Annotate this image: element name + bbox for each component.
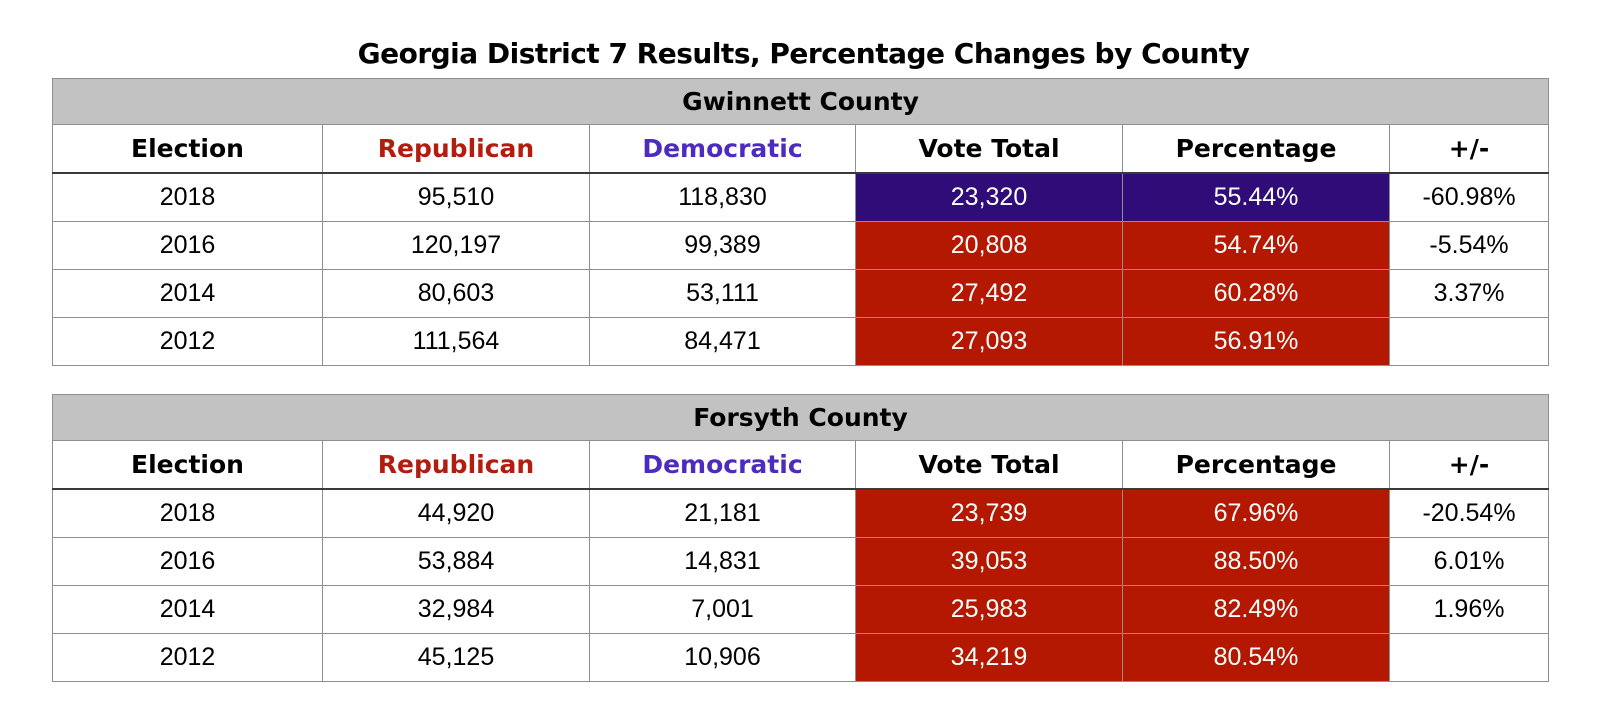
cell-democratic: 7,001 [589, 585, 856, 634]
cell-democratic: 53,111 [589, 269, 856, 318]
cell-republican: 120,197 [322, 221, 590, 270]
column-header-democratic: Democratic [589, 440, 856, 490]
column-header-change: +/- [1388, 440, 1550, 490]
table-row: 2016 53,884 14,831 39,053 88.50% 6.01% [52, 537, 1550, 586]
cell-vote-total: 23,739 [855, 488, 1123, 538]
column-header-percentage: Percentage [1122, 440, 1390, 490]
cell-vote-total: 27,093 [855, 317, 1123, 366]
cell-election: 2016 [52, 221, 323, 270]
cell-percentage: 55.44% [1122, 172, 1390, 222]
column-header-republican: Republican [322, 124, 590, 174]
column-header-republican: Republican [322, 440, 590, 490]
cell-vote-total: 20,808 [855, 221, 1123, 270]
cell-republican: 80,603 [322, 269, 590, 318]
cell-democratic: 14,831 [589, 537, 856, 586]
cell-percentage: 56.91% [1122, 317, 1390, 366]
table-row: 2018 95,510 118,830 23,320 55.44% -60.98… [52, 172, 1550, 222]
cell-democratic: 21,181 [589, 488, 856, 538]
cell-change: 3.37% [1388, 269, 1550, 318]
page-title: Georgia District 7 Results, Percentage C… [357, 37, 1250, 70]
column-header-row: Election Republican Democratic Vote Tota… [52, 124, 1550, 174]
county-band-row: Gwinnett County [51, 78, 1550, 125]
cell-election: 2012 [52, 633, 323, 682]
county-band-row: Forsyth County [51, 394, 1550, 441]
cell-vote-total: 27,492 [855, 269, 1123, 318]
cell-percentage: 54.74% [1122, 221, 1390, 270]
cell-election: 2014 [52, 269, 323, 318]
column-header-vote-total: Vote Total [855, 124, 1123, 174]
table-row: 2014 32,984 7,001 25,983 82.49% 1.96% [52, 585, 1550, 634]
column-header-election: Election [52, 124, 323, 174]
cell-democratic: 10,906 [589, 633, 856, 682]
table-row: 2012 111,564 84,471 27,093 56.91% [52, 317, 1550, 366]
cell-change: 6.01% [1388, 537, 1550, 586]
column-header-democratic: Democratic [589, 124, 856, 174]
cell-republican: 32,984 [322, 585, 590, 634]
cell-vote-total: 23,320 [855, 172, 1123, 222]
column-header-percentage: Percentage [1122, 124, 1390, 174]
cell-republican: 44,920 [322, 488, 590, 538]
column-header-election: Election [52, 440, 323, 490]
cell-percentage: 88.50% [1122, 537, 1390, 586]
county-title: Forsyth County [51, 394, 1550, 441]
cell-change: 1.96% [1388, 585, 1550, 634]
cell-republican: 45,125 [322, 633, 590, 682]
table-row: 2012 45,125 10,906 34,219 80.54% [52, 633, 1550, 682]
cell-election: 2018 [52, 172, 323, 222]
cell-change: -5.54% [1388, 221, 1550, 270]
cell-vote-total: 34,219 [855, 633, 1123, 682]
cell-percentage: 67.96% [1122, 488, 1390, 538]
cell-percentage: 60.28% [1122, 269, 1390, 318]
cell-change [1388, 633, 1550, 682]
cell-republican: 111,564 [322, 317, 590, 366]
column-header-change: +/- [1388, 124, 1550, 174]
gwinnett-county-table: Gwinnett County Election Republican Demo… [51, 78, 1550, 366]
forsyth-county-table: Forsyth County Election Republican Democ… [51, 394, 1550, 682]
table-row: 2014 80,603 53,111 27,492 60.28% 3.37% [52, 269, 1550, 318]
cell-republican: 95,510 [322, 172, 590, 222]
cell-democratic: 84,471 [589, 317, 856, 366]
cell-vote-total: 39,053 [855, 537, 1123, 586]
cell-change: -60.98% [1388, 172, 1550, 222]
county-title: Gwinnett County [51, 78, 1550, 125]
cell-election: 2012 [52, 317, 323, 366]
cell-election: 2016 [52, 537, 323, 586]
cell-percentage: 82.49% [1122, 585, 1390, 634]
cell-election: 2014 [52, 585, 323, 634]
table-row: 2016 120,197 99,389 20,808 54.74% -5.54% [52, 221, 1550, 270]
cell-democratic: 99,389 [589, 221, 856, 270]
cell-republican: 53,884 [322, 537, 590, 586]
cell-change [1388, 317, 1550, 366]
column-header-row: Election Republican Democratic Vote Tota… [52, 440, 1550, 490]
cell-change: -20.54% [1388, 488, 1550, 538]
cell-election: 2018 [52, 488, 323, 538]
table-row: 2018 44,920 21,181 23,739 67.96% -20.54% [52, 488, 1550, 538]
cell-democratic: 118,830 [589, 172, 856, 222]
cell-vote-total: 25,983 [855, 585, 1123, 634]
column-header-vote-total: Vote Total [855, 440, 1123, 490]
cell-percentage: 80.54% [1122, 633, 1390, 682]
